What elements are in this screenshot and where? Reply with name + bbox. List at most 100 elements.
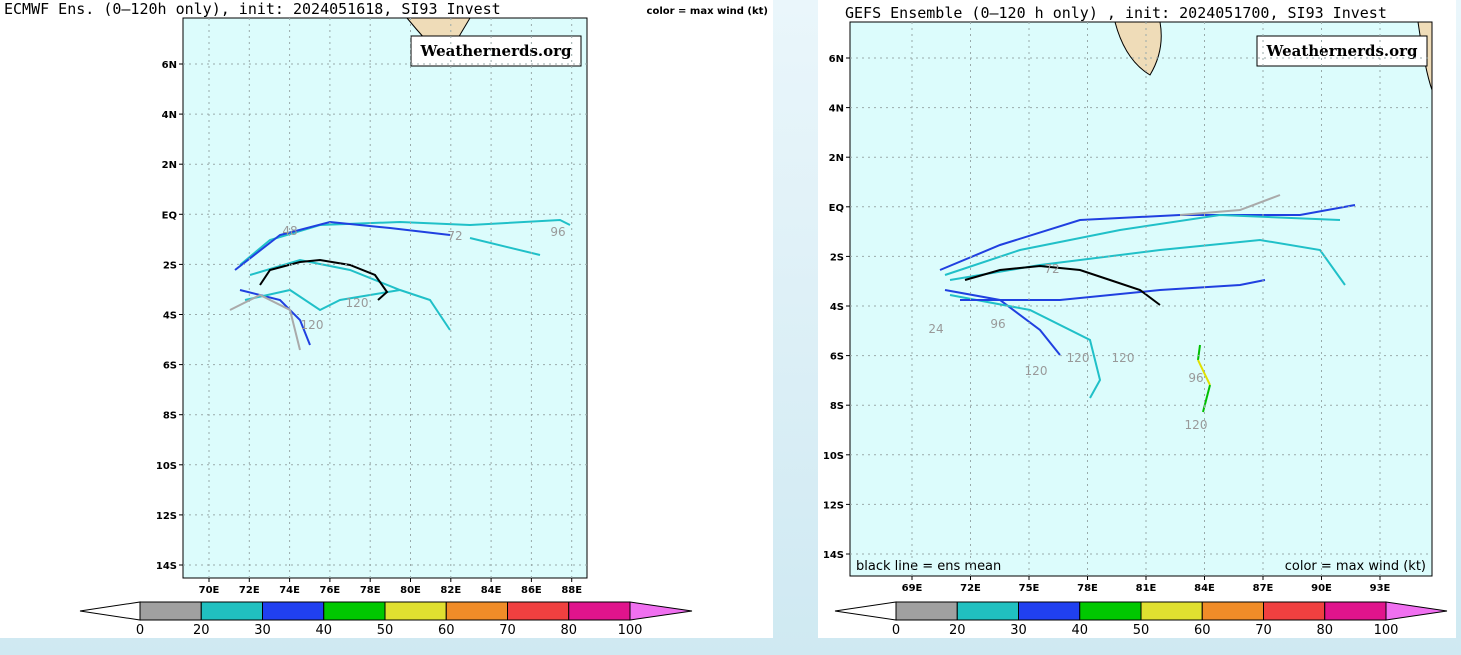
colorbar-label: 100 [618,623,643,638]
lat-label: 2N [162,160,177,171]
colorbar-segment [956,601,1019,621]
lon-label: 75E [1019,583,1040,594]
colorbar-segment [568,601,631,621]
colorbar-label: 70 [1255,623,1272,638]
colorbar-right [629,601,693,621]
colorbar-segment [507,601,570,621]
left-tracks [229,218,571,351]
land [1114,21,1162,76]
lat-label: 8S [163,411,177,422]
lat-label: 4N [829,104,844,115]
lat-label: 10S [823,451,844,462]
lat-label: 2N [829,153,844,164]
lat-label: EQ [162,210,177,221]
lat-label: 12S [823,500,844,511]
colorbar-segment [323,601,386,621]
lat-label: 6S [830,352,844,363]
track-label: 120 [346,296,369,310]
colorbar-segment [445,601,508,621]
legend-note: color = max wind (kt) [647,6,768,17]
colorbar-label: 50 [377,623,394,638]
right-map [849,21,1433,577]
colorbar-label: 80 [560,623,577,638]
watermark: Weathernerds.org [1265,42,1418,60]
colorbar-label: 40 [315,623,332,638]
lat-label: 2S [830,252,844,263]
lat-label: 14S [823,550,844,561]
track-label: 24 [928,322,943,336]
right-tracks [939,194,1356,413]
lat-label: 4N [162,110,177,121]
colorbar-label: 20 [193,623,210,638]
lon-label: 72E [960,583,981,594]
colorbar-label: 50 [1133,623,1150,638]
colorbar-label: 40 [1071,623,1088,638]
colorbar-segment [1324,601,1387,621]
track-label: 96 [550,225,565,239]
lon-label: 70E [199,585,220,596]
colorbar-segment [384,601,447,621]
lat-label: 6N [829,54,844,65]
lat-label: 10S [156,461,177,472]
colorbar-label: 30 [1010,623,1027,638]
lat-label: 6S [163,361,177,372]
colorbar-label: 70 [499,623,516,638]
lat-label: 8S [830,401,844,412]
lon-label: 76E [320,585,341,596]
colorbar-segment [200,601,263,621]
lat-label: EQ [829,203,844,214]
colorbar-segment [1079,601,1142,621]
lon-label: 78E [360,585,381,596]
watermark: Weathernerds.org [419,42,572,60]
colorbar-segment [139,601,202,621]
lat-label: 4S [830,302,844,313]
colorbar-segment [1140,601,1203,621]
colorbar-segment [1018,601,1081,621]
colorbar-label: 80 [1316,623,1333,638]
lon-label: 80E [400,585,421,596]
colorbar-label: 0 [892,623,900,638]
track-label: 120 [1067,351,1090,365]
colorbar-label: 20 [949,623,966,638]
lon-label: 93E [1370,583,1391,594]
track-label: 120 [1112,351,1135,365]
colorbar-label: 100 [1374,623,1399,638]
watermark-box [410,35,582,67]
colorbar-segment [895,601,958,621]
lon-label: 90E [1311,583,1332,594]
lon-label: 88E [561,585,582,596]
left-map [182,17,588,579]
track-label: 120 [1185,418,1208,432]
watermark-box [1256,35,1428,67]
lat-label: 14S [156,561,177,572]
lon-label: 84E [1194,583,1215,594]
colorbar-segment [1201,601,1264,621]
grid [183,18,587,578]
colorbar-label: 0 [136,623,144,638]
colorbar-segment [262,601,325,621]
lat-label: 12S [156,511,177,522]
track-label: 48 [282,224,297,238]
track-label: 72 [447,229,462,243]
lon-label: 69E [902,583,923,594]
lon-label: 72E [239,585,260,596]
lon-label: 74E [279,585,300,596]
track-label: 120 [1025,364,1048,378]
lon-label: 78E [1077,583,1098,594]
colorbar-right [1385,601,1448,621]
track-label: 96 [990,317,1005,331]
lon-label: 86E [521,585,542,596]
title: GEFS Ensemble (0–120 h only) , init: 202… [845,4,1387,22]
colorbar-label: 60 [438,623,455,638]
lat-label: 4S [163,311,177,322]
track-label: 96 [1188,371,1203,385]
colorbar-label: 30 [254,623,271,638]
track-label: 72 [1044,262,1059,276]
lon-label: 84E [481,585,502,596]
lat-label: 2S [163,260,177,271]
colorbar-segment [1263,601,1326,621]
lon-label: 81E [1136,583,1157,594]
title: ECMWF Ens. (0–120h only), init: 20240516… [4,0,501,18]
track-label: 120 [301,318,324,332]
